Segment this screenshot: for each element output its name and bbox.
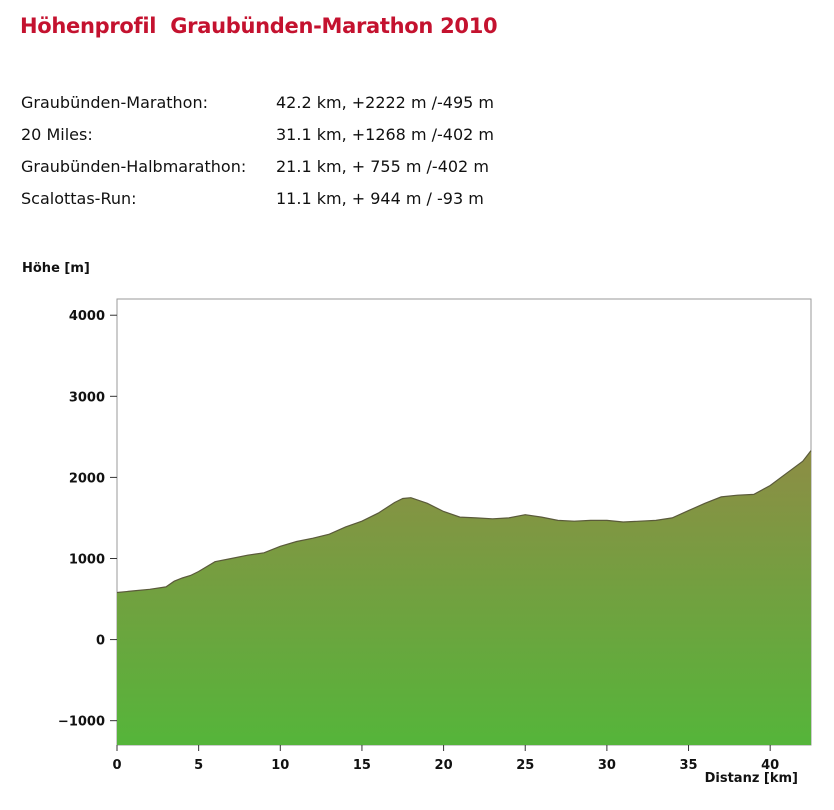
stat-name: Graubünden-Marathon:: [21, 92, 208, 112]
elevation-line: [116, 450, 812, 594]
y-tick-label: 4000: [69, 309, 105, 324]
x-tick-label: 10: [271, 758, 289, 773]
y-tick-label: 3000: [69, 390, 105, 405]
y-axis-label: Höhe [m]: [22, 261, 90, 276]
x-tick-label: 35: [679, 758, 697, 773]
elevation-area: [117, 450, 811, 745]
race-stats-list: Graubünden-Marathon: 42.2 km, +2222 m /-…: [21, 86, 494, 214]
y-tick-label: 1000: [69, 552, 105, 567]
x-tick-label: 25: [516, 758, 534, 773]
x-axis-label: Distanz [km]: [704, 771, 798, 786]
stat-row-halbmarathon: Graubünden-Halbmarathon: 21.1 km, + 755 …: [21, 150, 494, 182]
stat-name: Scalottas-Run:: [21, 188, 137, 208]
stat-name: Graubünden-Halbmarathon:: [21, 156, 247, 176]
x-tick-label: 5: [194, 758, 203, 773]
stat-value: 31.1 km, +1268 m /-402 m: [276, 124, 494, 144]
x-tick-label: 30: [598, 758, 616, 773]
y-tick-label: 2000: [69, 471, 105, 486]
x-tick-label: 0: [112, 758, 121, 773]
y-tick-label: 0: [96, 634, 105, 649]
x-tick-label: 15: [353, 758, 371, 773]
stat-value: 42.2 km, +2222 m /-495 m: [276, 92, 494, 112]
stat-row-scalottas-run: Scalottas-Run: 11.1 km, + 944 m / -93 m: [21, 182, 494, 214]
stat-row-20-miles: 20 Miles: 31.1 km, +1268 m /-402 m: [21, 118, 494, 150]
x-tick-label: 20: [435, 758, 453, 773]
x-tick-label: 40: [761, 758, 779, 773]
stat-value: 11.1 km, + 944 m / -93 m: [276, 188, 484, 208]
y-tick-label: −1000: [58, 715, 105, 730]
stat-value: 21.1 km, + 755 m /-402 m: [276, 156, 489, 176]
stat-row-marathon: Graubünden-Marathon: 42.2 km, +2222 m /-…: [21, 86, 494, 118]
page-title: Höhenprofil Graubünden-Marathon 2010: [20, 14, 498, 38]
stat-name: 20 Miles:: [21, 124, 93, 144]
